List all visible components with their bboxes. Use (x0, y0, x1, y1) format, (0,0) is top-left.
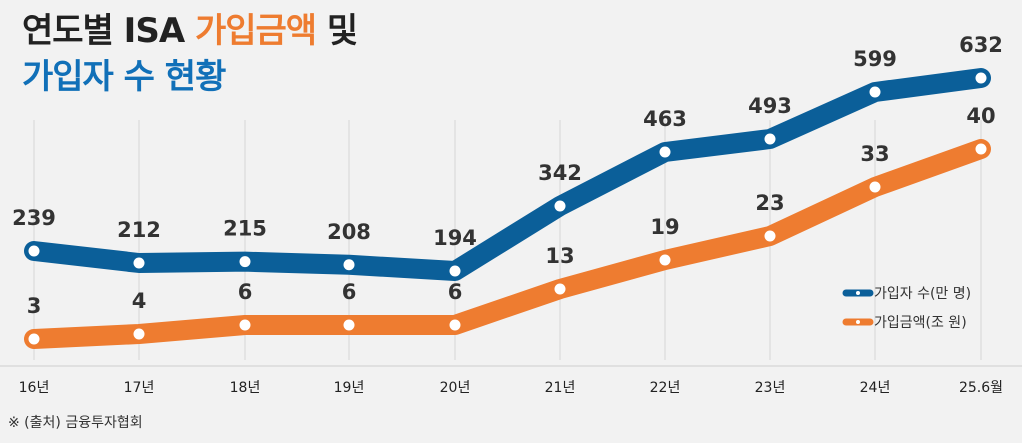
data-point-amount (554, 283, 566, 295)
series-line-amount (24, 139, 991, 349)
title-segment: 및 (316, 11, 358, 51)
data-label-subscribers: 194 (433, 226, 477, 250)
data-label-subscribers: 342 (538, 161, 582, 185)
data-label-amount: 4 (132, 289, 147, 313)
title-line-2: 가입자 수 현황 (22, 54, 357, 100)
data-label-subscribers: 215 (223, 217, 267, 241)
data-point-subscribers (554, 200, 566, 212)
data-point-subscribers (659, 146, 671, 158)
data-point-amount (133, 328, 145, 340)
x-tick-label: 19년 (334, 380, 365, 396)
data-point-amount (28, 333, 40, 345)
data-label-subscribers: 239 (12, 206, 56, 230)
title-segment: 가입금액 (194, 11, 317, 51)
title-line-1: 연도별 ISA 가입금액 및 (22, 8, 358, 54)
x-tick-label: 24년 (860, 380, 891, 396)
data-label-amount: 6 (448, 280, 463, 304)
data-label-amount: 6 (238, 280, 253, 304)
x-tick-label: 20년 (440, 380, 471, 396)
title-segment: 가입자 수 현황 (22, 57, 226, 97)
title-segment: 연도별 ISA (22, 11, 195, 51)
x-tick-label: 16년 (19, 380, 50, 396)
data-point-subscribers (975, 72, 987, 84)
source-note: ※ (출처) 금융투자협회 (8, 415, 143, 431)
data-label-subscribers: 463 (643, 107, 687, 131)
data-point-subscribers (869, 86, 881, 98)
data-point-subscribers (764, 133, 776, 145)
x-tick-label: 18년 (230, 380, 261, 396)
data-point-amount (975, 143, 987, 155)
data-point-subscribers (239, 256, 251, 268)
data-point-amount (449, 319, 461, 331)
data-point-subscribers (343, 259, 355, 271)
data-label-amount: 13 (545, 244, 574, 268)
x-tick-label: 21년 (545, 380, 576, 396)
legend-swatch-dot (856, 291, 860, 295)
data-label-subscribers: 493 (748, 94, 792, 118)
data-point-amount (869, 181, 881, 193)
data-point-subscribers (28, 245, 40, 257)
data-point-amount (343, 319, 355, 331)
series-line-subscribers (24, 68, 991, 281)
data-point-subscribers (449, 265, 461, 277)
legend-swatch-dot (856, 320, 860, 324)
legend-label: 가입금액(조 원) (874, 315, 967, 331)
data-point-subscribers (133, 257, 145, 269)
data-point-amount (764, 230, 776, 242)
data-point-amount (239, 319, 251, 331)
x-tick-label: 17년 (124, 380, 155, 396)
data-point-amount (659, 254, 671, 266)
legend-label: 가입자 수(만 명) (874, 286, 971, 302)
data-label-subscribers: 632 (959, 33, 1003, 57)
x-tick-label: 25.6월 (959, 380, 1003, 396)
data-label-amount: 40 (966, 104, 995, 128)
data-label-amount: 23 (755, 191, 784, 215)
data-label-amount: 3 (27, 294, 42, 318)
data-label-amount: 6 (342, 280, 357, 304)
chart-title: 연도별 ISA 가입금액 및 가입자 수 현황 (22, 8, 358, 100)
data-label-subscribers: 208 (327, 220, 371, 244)
data-label-subscribers: 599 (853, 47, 897, 71)
data-label-amount: 33 (860, 142, 889, 166)
x-tick-label: 22년 (650, 380, 681, 396)
data-label-amount: 19 (650, 215, 679, 239)
data-label-subscribers: 212 (117, 218, 161, 242)
x-tick-label: 23년 (755, 380, 786, 396)
